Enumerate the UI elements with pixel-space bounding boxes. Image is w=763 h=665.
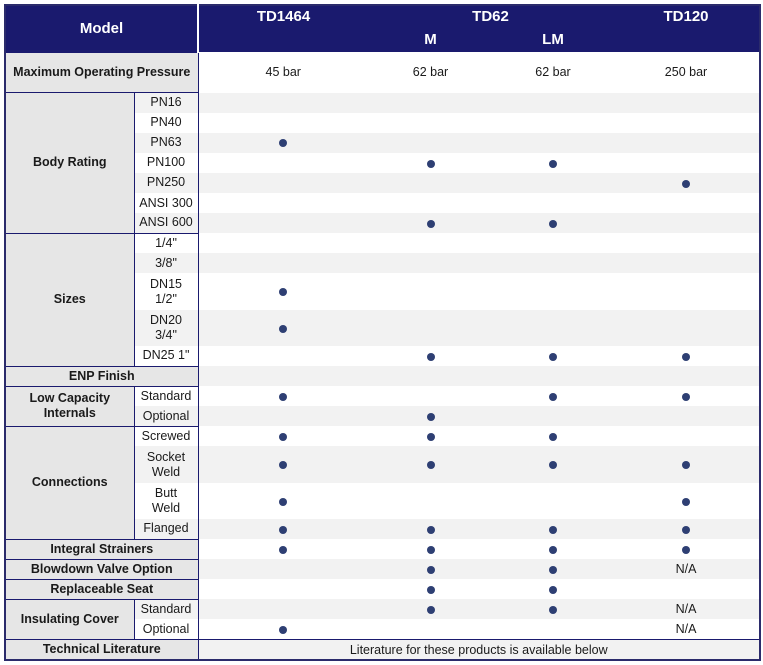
pressure-label: Maximum Operating Pressure [5, 51, 199, 93]
row-label: Socket Weld [134, 446, 199, 483]
td62-lm-header: LM [493, 27, 613, 53]
availability-dot [549, 585, 557, 594]
na-value: N/A [613, 559, 760, 580]
integral-strainers-label: Integral Strainers [5, 538, 199, 560]
td62-m-header: M [368, 27, 493, 53]
row-label: DN15 1/2" [134, 273, 199, 310]
pressure-td62-m: 62 bar [368, 52, 493, 93]
na-value: N/A [613, 599, 760, 620]
td62-header: TD62 [368, 5, 613, 28]
availability-dot [682, 461, 690, 470]
low-capacity-label: Low Capacity Internals [5, 385, 135, 427]
row-label: 3/8" [134, 253, 199, 274]
availability-dot [549, 525, 557, 534]
availability-dot [426, 461, 435, 470]
availability-dot [549, 219, 557, 228]
availability-dot [426, 565, 435, 574]
td120-header: TD120 [613, 5, 760, 28]
availability-dot [682, 525, 690, 534]
row-label: Flanged [134, 518, 199, 540]
pressure-td62-lm: 62 bar [493, 52, 613, 93]
insulating-cover-label: Insulating Cover [5, 598, 135, 640]
availability-dot [549, 545, 557, 554]
row-label: DN25 1" [134, 345, 199, 367]
availability-dot [426, 585, 435, 594]
availability-dot [426, 545, 435, 554]
replaceable-seat-label: Replaceable Seat [5, 578, 199, 600]
row-label: Standard [134, 385, 199, 407]
availability-dot [426, 159, 435, 168]
availability-dot [279, 545, 288, 554]
availability-dot [279, 324, 288, 333]
na-value: N/A [613, 619, 760, 640]
pressure-td120: 250 bar [613, 52, 760, 93]
row-label: Optional [134, 619, 199, 640]
availability-dot [279, 625, 288, 634]
row-label: Screwed [134, 425, 199, 447]
availability-dot [279, 139, 288, 148]
availability-dot [279, 497, 288, 506]
row-label: ANSI 600 [134, 213, 199, 234]
availability-dot [549, 433, 557, 442]
availability-dot [279, 525, 288, 534]
availability-dot [549, 565, 557, 574]
row-label: PN16 [134, 91, 199, 113]
blowdown-label: Blowdown Valve Option [5, 558, 199, 580]
row-label: Optional [134, 406, 199, 427]
availability-dot [682, 545, 690, 554]
row-label: 1/4" [134, 232, 199, 254]
row-label: Butt Weld [134, 482, 199, 519]
row-label: Standard [134, 598, 199, 620]
row-label: ANSI 300 [134, 193, 199, 214]
sizes-label: Sizes [5, 232, 135, 367]
availability-dot [682, 392, 690, 401]
row-label: PN250 [134, 172, 199, 194]
availability-dot [426, 219, 435, 228]
availability-dot [426, 433, 435, 442]
availability-dot [426, 606, 435, 615]
availability-dot [549, 461, 557, 470]
row-label: PN63 [134, 132, 199, 153]
td1464-header: TD1464 [198, 5, 368, 28]
pressure-td1464: 45 bar [198, 52, 368, 93]
availability-dot [549, 159, 557, 168]
availability-dot [426, 352, 435, 361]
row-label: PN100 [134, 152, 199, 173]
enp-finish-label: ENP Finish [5, 365, 199, 387]
row-label: DN20 3/4" [134, 309, 199, 346]
availability-dot [426, 525, 435, 534]
availability-dot [279, 461, 288, 470]
availability-dot [279, 288, 288, 297]
availability-dot [426, 413, 435, 421]
availability-dot [682, 179, 690, 188]
availability-dot [279, 433, 288, 442]
product-comparison-table: Model TD1464 TD62 TD120 M LM Maximum Ope… [4, 4, 761, 661]
availability-dot [549, 392, 557, 401]
connections-label: Connections [5, 425, 135, 540]
row-label: PN40 [134, 112, 199, 133]
availability-dot [549, 606, 557, 615]
availability-dot [279, 392, 288, 401]
availability-dot [682, 497, 690, 506]
literature-note: Literature for these products is availab… [198, 639, 760, 660]
availability-dot [682, 352, 690, 361]
technical-literature-label: Technical Literature [5, 639, 199, 660]
body-rating-label: Body Rating [5, 92, 135, 234]
model-header: Model [5, 5, 199, 53]
availability-dot [549, 352, 557, 361]
